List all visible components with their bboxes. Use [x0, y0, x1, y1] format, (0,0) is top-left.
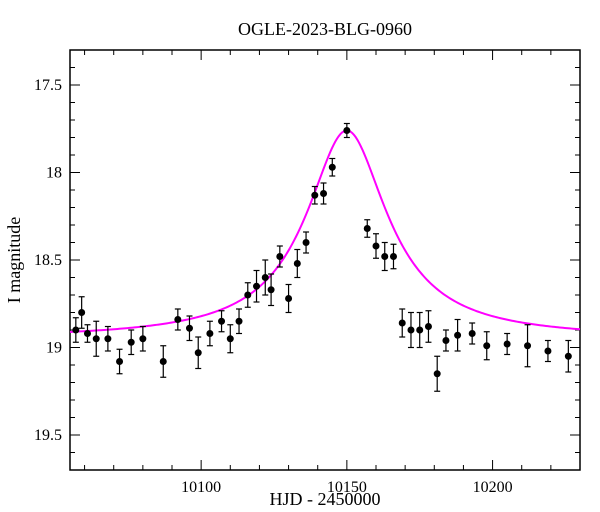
x-tick-label: 10200: [473, 479, 513, 496]
y-axis-label: I magnitude: [4, 217, 24, 303]
model-curve: [70, 131, 580, 332]
data-point: [79, 310, 85, 316]
data-point: [277, 254, 283, 260]
data-point: [312, 192, 318, 198]
data-point: [175, 317, 181, 323]
data-point: [93, 336, 99, 342]
data-point: [186, 325, 192, 331]
axes: [70, 50, 580, 470]
data-point: [364, 226, 370, 232]
data-point: [417, 327, 423, 333]
data-point: [73, 327, 79, 333]
data-point: [484, 343, 490, 349]
data-point: [443, 338, 449, 344]
data-point: [195, 350, 201, 356]
data-point: [382, 254, 388, 260]
data-point: [321, 191, 327, 197]
data-point: [254, 283, 260, 289]
data-point: [140, 336, 146, 342]
y-tick-label: 17.5: [34, 77, 62, 94]
data-point: [245, 292, 251, 298]
x-tick-label: 10100: [181, 479, 221, 496]
data-point: [227, 336, 233, 342]
data-point: [268, 287, 274, 293]
data-point: [262, 275, 268, 281]
y-tick-label: 19.5: [34, 427, 62, 444]
y-tick-label: 18.5: [34, 252, 62, 269]
data-point: [128, 339, 134, 345]
lightcurve-chart: OGLE-2023-BLG-0960 HJD - 2450000 I magni…: [0, 0, 600, 512]
data-point: [303, 240, 309, 246]
data-point: [207, 331, 213, 337]
y-tick-label: 18: [46, 165, 62, 182]
data-point: [565, 353, 571, 359]
data-point: [294, 261, 300, 267]
data-point: [469, 331, 475, 337]
ticks: 10100 10150 10200 17.5 18 18.5 19 19.5: [34, 50, 580, 496]
data-point: [504, 341, 510, 347]
data-points: [73, 124, 572, 392]
data-point: [373, 243, 379, 249]
data-point: [390, 254, 396, 260]
data-point: [105, 336, 111, 342]
data-point: [525, 343, 531, 349]
data-point: [399, 320, 405, 326]
y-tick-label: 19: [46, 340, 62, 357]
x-tick-label: 10150: [327, 479, 367, 496]
data-point: [344, 128, 350, 134]
data-point: [286, 296, 292, 302]
chart-title: OGLE-2023-BLG-0960: [238, 19, 412, 39]
data-point: [117, 359, 123, 365]
data-point: [425, 324, 431, 330]
data-point: [329, 164, 335, 170]
data-point: [408, 327, 414, 333]
data-point: [455, 332, 461, 338]
data-point: [84, 331, 90, 337]
data-point: [545, 348, 551, 354]
data-point: [236, 318, 242, 324]
data-point: [434, 371, 440, 377]
data-point: [160, 359, 166, 365]
data-point: [219, 318, 225, 324]
